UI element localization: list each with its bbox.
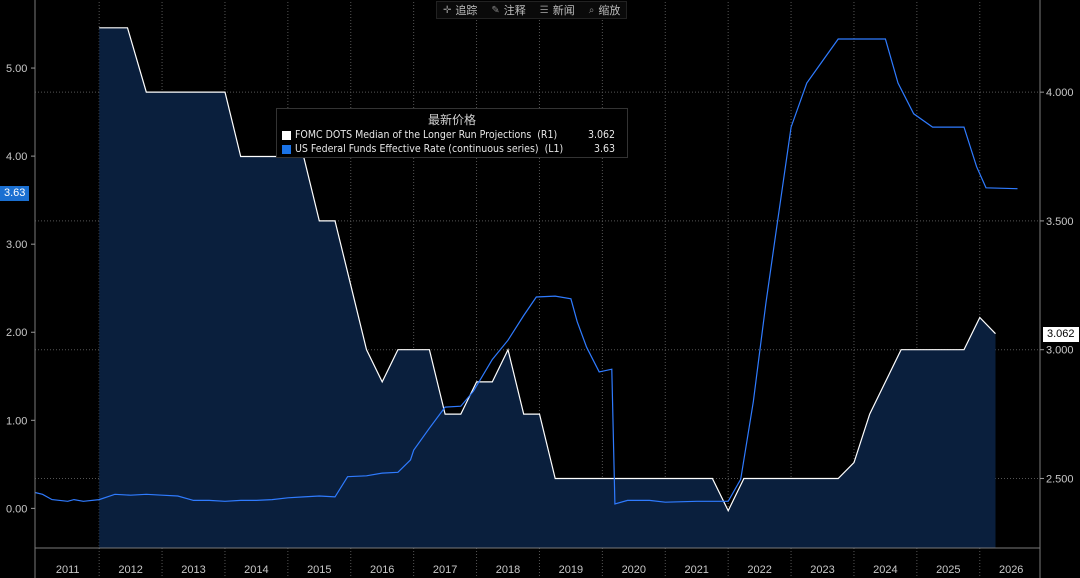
toolbar-zoom-label: 缩放 [598,4,621,17]
left-tick-label: 1.00 [6,415,27,427]
chart-toolbar: ✛ 追踪 ✎ 注释 ☰ 新闻 ⌕ 缩放 [436,1,628,19]
toolbar-track-label: 追踪 [455,4,478,17]
x-tick-label: 2011 [56,564,80,576]
x-tick-label: 2020 [622,564,646,576]
axis-layer: 2011 2012 2013 2014 2015 2016 2017 2018 2019 2020… [6,0,1074,578]
right-tick-label: 3.000 [1046,345,1074,357]
left-axis-last-value-badge: 3.63 [0,186,30,201]
right-axis-last-value-badge: 3.062 [1043,327,1079,342]
x-tick-label: 2014 [244,564,268,576]
toolbar-track-button[interactable]: ✛ 追踪 [437,2,483,18]
right-tick-label: 4.000 [1046,87,1074,99]
dots-series-line [99,27,996,513]
x-tick-label: 2015 [307,564,331,576]
crosshair-icon: ✛ [443,4,452,16]
legend-name-dots: FOMC DOTS Median of the Longer Run Proje… [295,129,558,141]
legend-name-fed: US Federal Funds Effective Rate (continu… [295,143,564,155]
x-tick-label: 2013 [181,564,205,576]
toolbar-annotate-button[interactable]: ✎ 注释 [485,2,531,18]
left-tick-label: 0.00 [6,503,27,515]
x-tick-label: 2019 [559,564,583,576]
legend-value-fed: 3.63 [593,143,615,155]
toolbar-annotate-label: 注释 [503,4,526,17]
x-tick-label: 2023 [810,564,834,576]
legend-entry-dots[interactable]: FOMC DOTS Median of the Longer Run Proje… [277,128,627,142]
fed-line-layer [34,38,1018,505]
left-tick-label: 2.00 [6,327,27,339]
legend-swatch-dots [282,130,291,140]
x-tick-label: 2018 [496,564,520,576]
left-tick-label: 4.00 [6,151,27,163]
news-icon: ☰ [539,4,549,16]
legend-value-dots: 3.062 [587,129,615,141]
x-tick-label: 2026 [999,564,1023,576]
x-tick-label: 2017 [433,564,457,576]
x-tick-label: 2022 [747,564,771,576]
x-tick-label: 2016 [370,564,394,576]
legend: 最新价格 FOMC DOTS Median of the Longer Run … [276,108,628,158]
zoom-icon: ⌕ [588,4,595,16]
right-tick-label: 2.500 [1046,473,1074,485]
x-tick-label: 2025 [936,564,960,576]
legend-swatch-fed [282,144,291,154]
dots-area-layer [99,27,996,549]
dots-area-fill [99,27,996,549]
left-tick-label: 3.00 [6,239,27,251]
left-tick-label: 5.00 [6,63,27,75]
legend-entry-fed[interactable]: US Federal Funds Effective Rate (continu… [277,142,627,156]
legend-title: 最新价格 [427,113,476,127]
x-tick-label: 2021 [684,564,708,576]
x-tick-label: 2012 [118,564,142,576]
pen-icon: ✎ [491,4,500,16]
toolbar-news-button[interactable]: ☰ 新闻 [534,2,581,18]
right-tick-label: 3.500 [1046,216,1074,228]
toolbar-news-label: 新闻 [552,4,575,17]
toolbar-zoom-button[interactable]: ⌕ 缩放 [583,2,627,18]
fed-funds-series-line [34,38,1018,505]
x-tick-label: 2024 [873,564,897,576]
